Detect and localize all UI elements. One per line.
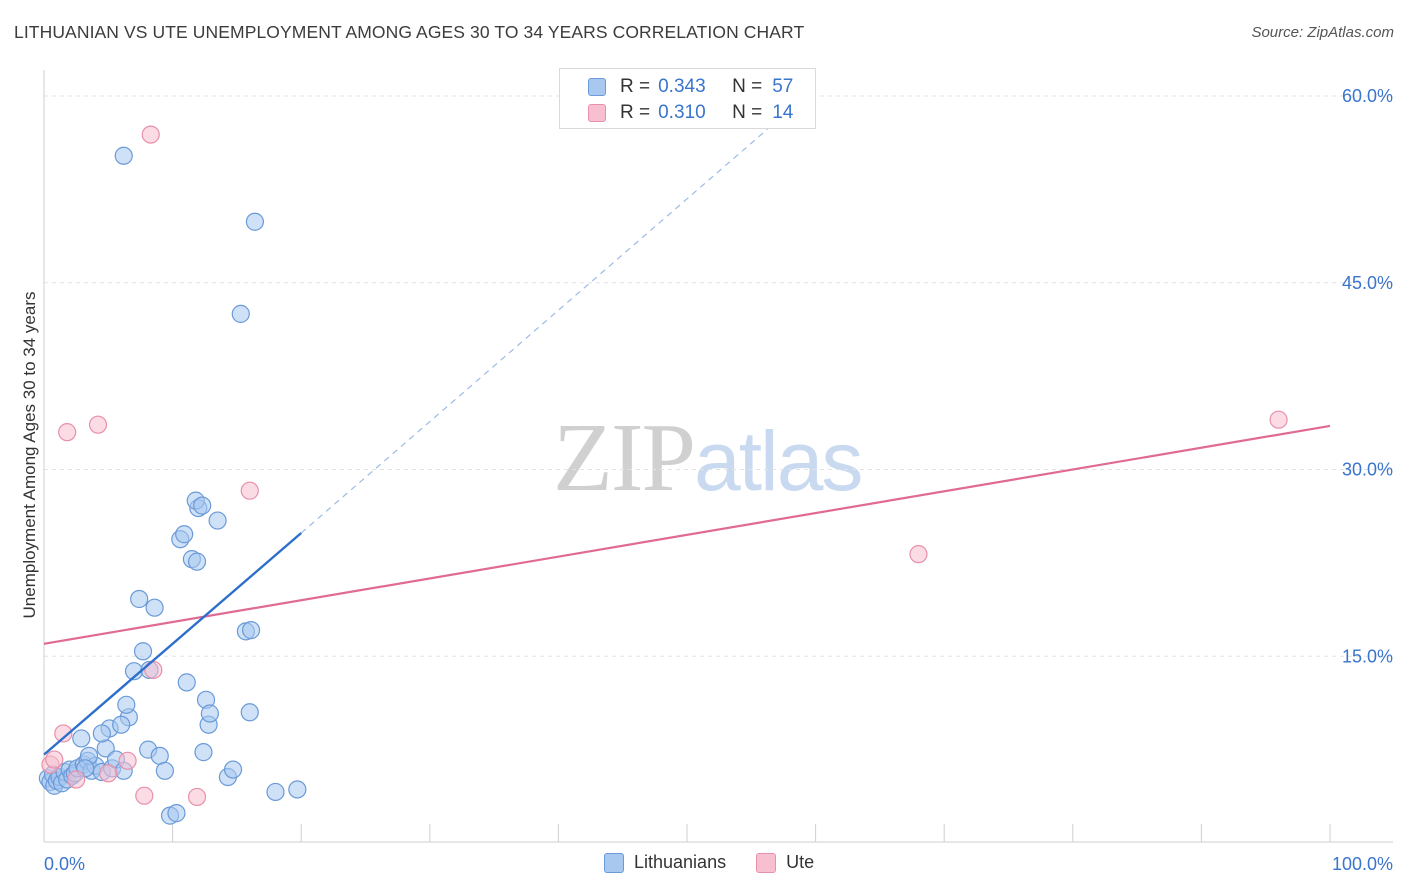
- ute-point: [135, 786, 154, 805]
- ute-point: [909, 545, 928, 564]
- ute-point: [118, 751, 137, 770]
- lithuanians-point: [208, 511, 227, 530]
- lithuanians-point: [114, 146, 133, 165]
- y-tick-label: 45.0%: [1342, 273, 1393, 293]
- ute-point: [187, 787, 207, 807]
- lithuanians-swatch: [604, 852, 624, 873]
- x-tick-label: 100.0%: [1332, 854, 1393, 874]
- lithuanians-point: [245, 212, 265, 231]
- lithuanians-trend-line: [43, 532, 302, 756]
- lithuanians-point: [266, 782, 285, 802]
- ute-point: [1269, 410, 1288, 429]
- series-legend: Lithuanians Ute: [604, 852, 844, 873]
- n-value: 14: [772, 102, 794, 123]
- lithuanians-point: [241, 621, 261, 640]
- chart-title: LITHUANIAN VS UTE UNEMPLOYMENT AMONG AGE…: [14, 22, 805, 42]
- lithuanians-point: [72, 729, 91, 748]
- ute-swatch: [588, 104, 606, 122]
- y-tick-label: 60.0%: [1342, 86, 1393, 106]
- ute-point: [67, 770, 86, 789]
- lithuanians-point: [187, 552, 207, 571]
- ute-point: [99, 764, 118, 783]
- lithuanians-point: [177, 673, 196, 692]
- legend-row-lithuanians: R = 0.343 N = 57: [560, 74, 793, 100]
- r-label: R =: [620, 76, 651, 97]
- lithuanians-point: [193, 496, 212, 515]
- lithuanians-point: [112, 715, 131, 734]
- legend-label: Lithuanians: [634, 852, 727, 872]
- lithuanians-point: [133, 642, 153, 661]
- ute-trend-line: [43, 424, 1331, 645]
- n-value: 57: [772, 76, 794, 97]
- legend-label: Ute: [786, 852, 815, 872]
- lithuanians-point: [288, 780, 307, 799]
- y-axis-label: Unemployment Among Ages 30 to 34 years: [20, 291, 39, 619]
- lithuanians-point: [130, 589, 149, 609]
- lithuanians-point: [240, 703, 259, 722]
- ute-point: [54, 724, 73, 743]
- ute-point: [141, 125, 160, 144]
- n-label: N =: [732, 102, 763, 123]
- ute-point: [45, 750, 64, 769]
- watermark-atlas: atlas: [694, 414, 863, 508]
- lithuanians-point: [175, 525, 194, 544]
- lithuanians-point: [92, 724, 111, 743]
- r-label: R =: [620, 102, 651, 123]
- lithuanians-point: [117, 695, 136, 714]
- correlation-legend: R = 0.343 N = 57 R = 0.310 N = 14: [559, 68, 816, 129]
- ute-point: [240, 481, 259, 500]
- watermark: ZIPatlas: [553, 400, 863, 514]
- lithuanians-point: [145, 598, 164, 617]
- ute-point: [58, 423, 77, 442]
- watermark-zip: ZIP: [553, 404, 696, 512]
- x-tick-label: 0.0%: [44, 854, 85, 874]
- source-label: Source: ZipAtlas.com: [1251, 24, 1394, 41]
- lithuanians-trend-extension: [300, 120, 778, 534]
- lithuanians-point: [231, 304, 250, 323]
- lithuanians-point: [194, 743, 213, 762]
- r-value: 0.343: [658, 76, 706, 97]
- ute-point: [88, 415, 108, 434]
- r-value: 0.310: [658, 102, 706, 123]
- legend-item-lithuanians[interactable]: Lithuanians: [604, 852, 726, 873]
- lithuanians-point: [167, 804, 186, 823]
- n-label: N =: [732, 76, 763, 97]
- lithuanians-swatch: [588, 78, 606, 96]
- lithuanians-point: [223, 760, 243, 779]
- y-tick-label: 15.0%: [1342, 646, 1393, 666]
- ute-swatch: [756, 852, 777, 873]
- legend-item-ute[interactable]: Ute: [756, 852, 814, 873]
- legend-row-ute: R = 0.310 N = 14: [560, 100, 793, 126]
- lithuanians-point: [200, 704, 219, 723]
- lithuanians-point: [155, 761, 174, 780]
- y-tick-label: 30.0%: [1342, 460, 1393, 480]
